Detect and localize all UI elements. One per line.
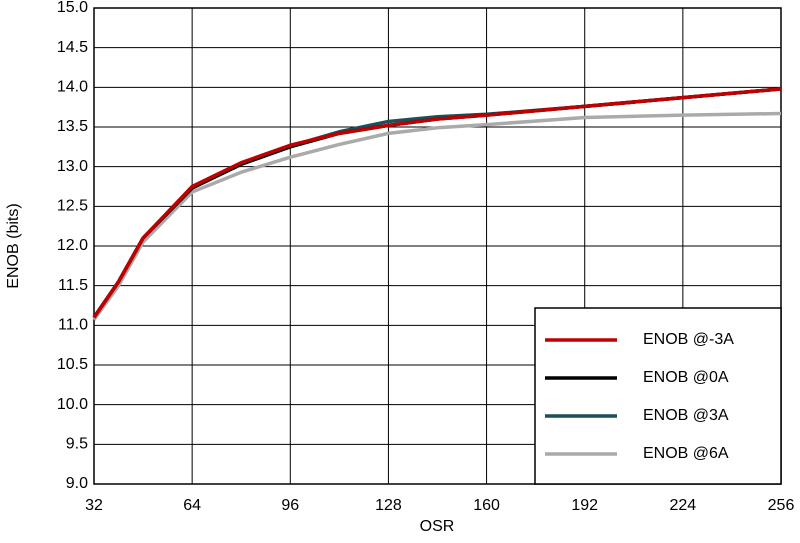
legend-label: ENOB @3A [643,407,729,424]
x-tick-label: 224 [670,497,697,514]
x-tick-label: 256 [768,497,795,514]
legend-label: ENOB @-3A [643,331,734,348]
legend-label: ENOB @0A [643,369,729,386]
y-tick-label: 11.0 [58,317,88,334]
legend-label: ENOB @6A [643,445,729,462]
y-tick-label: 12.5 [57,198,88,215]
x-tick-label: 160 [473,497,500,514]
y-tick-label: 11.5 [58,277,88,294]
series-line [92,111,782,321]
x-axis-label: OSR [420,518,455,535]
y-tick-label: 13.0 [57,158,88,175]
y-tick-label: 9.0 [66,475,88,492]
x-tick-label: 128 [375,497,402,514]
series-line [92,87,782,319]
y-axis-label: ENOB (bits) [5,203,22,288]
y-tick-label: 10.5 [57,356,88,373]
x-tick-label: 192 [571,497,598,514]
x-tick-label: 96 [281,497,299,514]
x-tick-label: 64 [183,497,201,514]
y-tick-label: 10.0 [57,396,88,413]
y-tick-label: 13.5 [57,118,88,135]
x-tick-label: 32 [85,497,103,514]
series-line [92,87,782,319]
y-tick-label: 12.0 [57,237,88,254]
y-tick-label: 9.5 [66,436,88,453]
plot-border [93,7,782,485]
y-tick-label: 14.5 [57,39,88,56]
series-line [92,87,782,319]
y-tick-label: 15.0 [57,0,88,16]
y-tick-label: 14.0 [57,79,88,96]
